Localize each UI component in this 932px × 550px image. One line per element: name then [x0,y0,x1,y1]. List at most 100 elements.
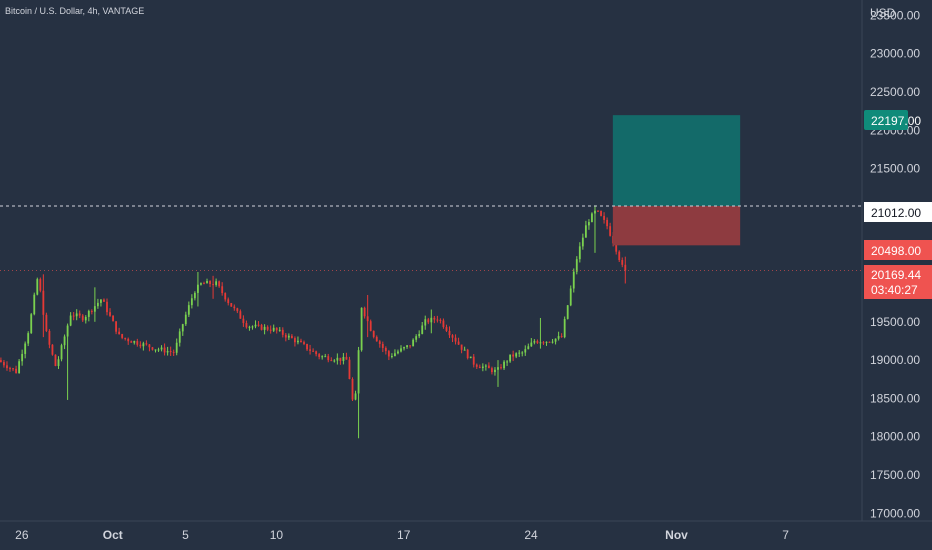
candle-body [342,356,345,361]
candle-body [172,351,175,353]
candle-body [566,305,569,319]
candle-body [154,349,157,351]
candle-body [169,351,172,353]
candle-body [251,326,254,328]
candle-body [109,312,111,316]
time-tick-label: 17 [397,528,411,542]
candle-body [387,351,390,357]
candle-body [87,310,90,317]
candle-body [345,356,348,360]
candle-body [572,271,575,289]
candle-body [203,283,205,285]
currency-label: USD [870,6,896,20]
candle-body [624,264,627,271]
candle-body [269,329,272,331]
candle-body [530,342,533,347]
candle-body [436,319,439,321]
candles-layer [0,205,627,439]
candle-body [521,352,524,354]
candle-body [457,341,460,345]
candle-body [145,343,148,345]
candle-body [227,299,230,304]
candle-body [409,345,412,347]
candle-body [75,313,78,317]
candle-body [463,349,466,351]
candle-body [15,368,17,374]
candle-body [121,334,124,338]
candle-body [357,350,360,394]
entry-price-label: 21012.00 [871,206,921,220]
candle-body [363,307,366,317]
candle-body [72,315,75,317]
candle-body [48,330,51,345]
candle-body [254,324,257,327]
candle-body [445,327,448,331]
candle-body [360,307,363,351]
candle-body [281,329,284,335]
stop-zone[interactable] [612,205,741,246]
candle-body [548,341,551,343]
candle-body [60,345,63,360]
candle-body [315,351,318,355]
candle-body [0,360,2,363]
candle-body [294,338,296,343]
candle-body [536,341,539,343]
candle-body [148,344,151,348]
time-tick-label: 7 [782,528,789,542]
candle-body [554,338,557,342]
price-tick-label: 23000.00 [870,47,920,61]
candle-body [3,362,5,366]
time-axis[interactable]: 26 Oct 5 10 17 24 Nov 7 [15,528,789,542]
price-tick-label: 17000.00 [870,506,920,520]
candle-body [300,340,302,343]
candle-body [100,299,102,303]
candle-body [578,246,581,260]
candle-body [503,361,505,369]
candle-body [178,331,181,343]
candle-body [594,210,596,214]
candle-body [439,319,442,321]
target-zone[interactable] [612,115,741,206]
candle-body [245,323,248,328]
candle-body [381,343,384,348]
candle-body [306,343,308,350]
candle-body [418,333,421,337]
candle-body [257,324,260,326]
candle-body [190,298,193,306]
candle-body [78,313,81,316]
candle-body [33,294,36,315]
candle-body [400,348,402,352]
candle-body [36,279,39,295]
stop-price-label: 20498.00 [871,244,921,258]
candle-body [609,226,612,236]
candle-body [215,281,218,285]
candle-body [266,326,269,330]
price-tick-label: 17500.00 [870,468,920,482]
candle-body [469,356,472,359]
candle-body [318,354,321,357]
candle-body [472,356,475,365]
candle-body [221,286,224,294]
candle-body [466,349,469,359]
last-price-tag [864,265,932,299]
long-position-tool[interactable] [612,115,741,246]
candle-body [242,318,245,324]
candle-body [330,360,333,362]
price-tick-label: 19500.00 [870,315,920,329]
candle-body [39,279,42,291]
candle-body [324,356,327,358]
price-tick-label: 19000.00 [870,353,920,367]
candle-body [597,210,599,212]
candle-body [600,211,602,216]
candle-body [539,342,542,344]
candle-body [239,311,242,319]
candle-body [27,333,30,344]
candle-body [412,339,415,347]
candle-body [497,367,499,370]
candle-body [506,361,508,363]
candle-body [175,342,178,353]
candle-body [142,343,145,347]
candle-body [187,305,190,315]
candle-body [103,299,105,302]
